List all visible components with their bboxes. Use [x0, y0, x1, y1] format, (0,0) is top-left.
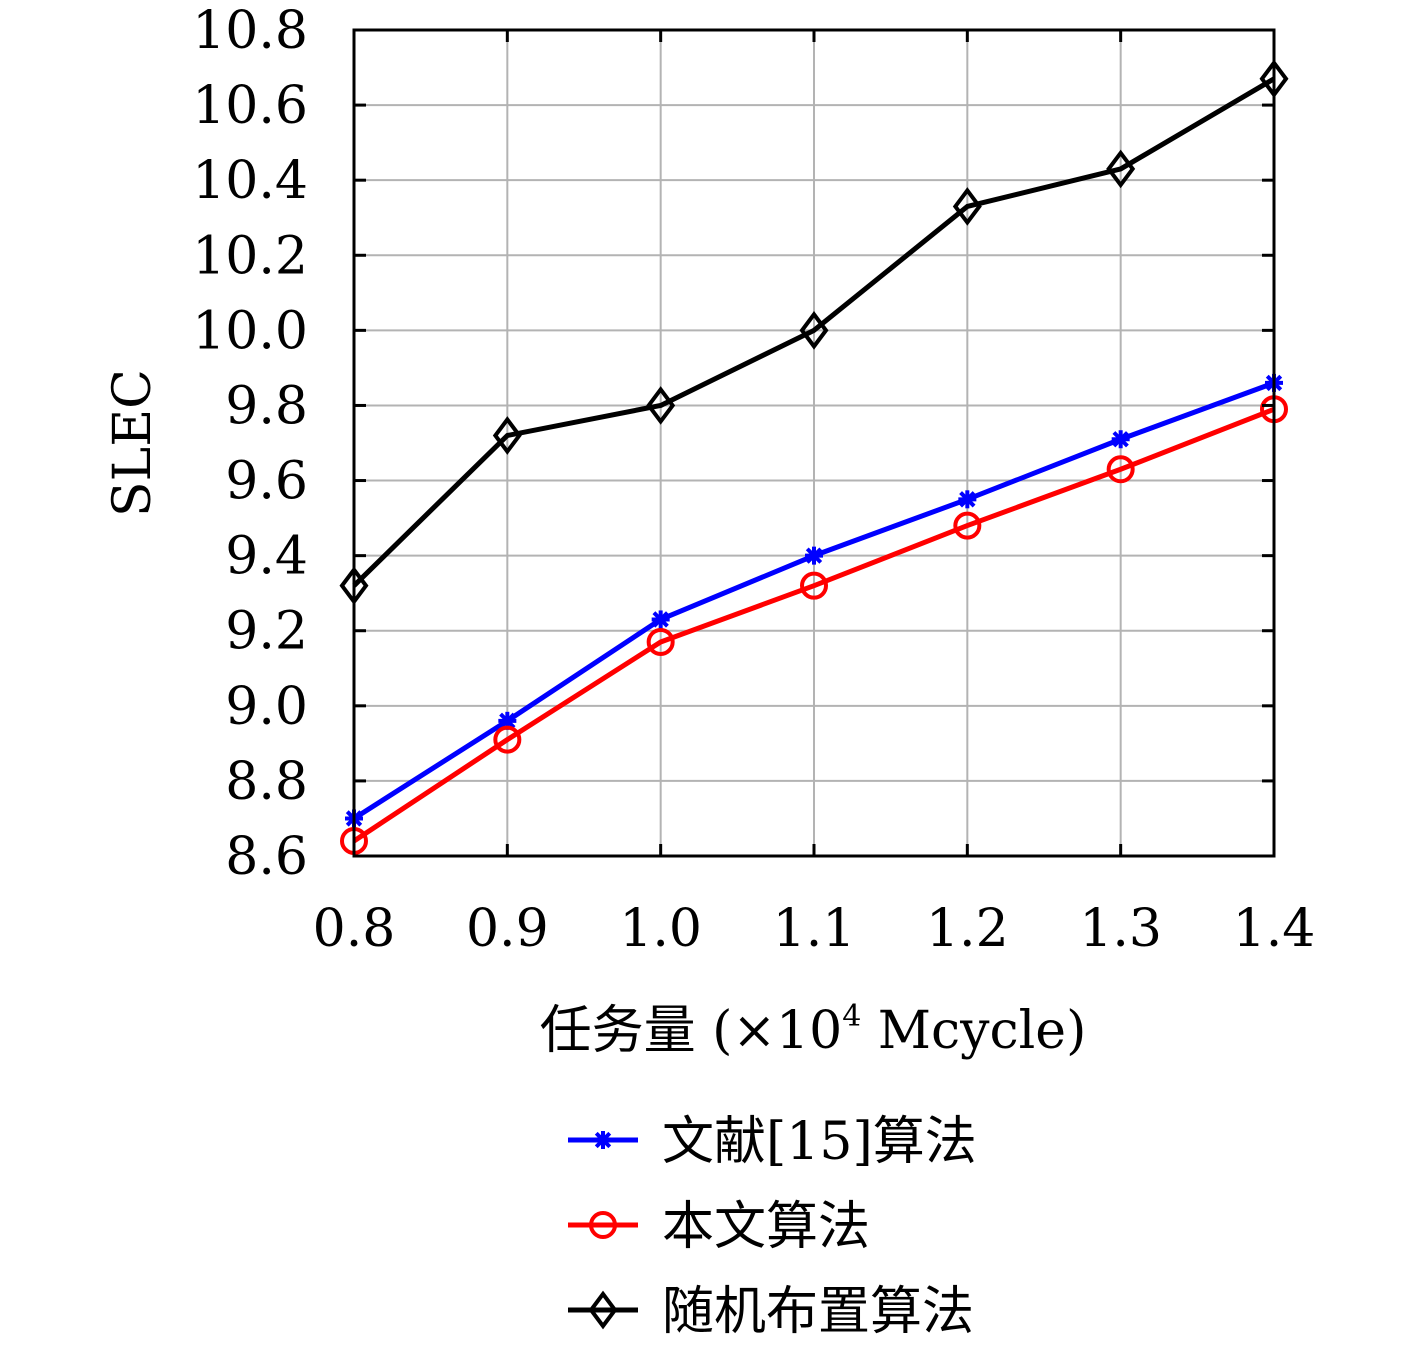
- legend-marker: [589, 1211, 617, 1239]
- y-tick-label: 9.8: [225, 376, 308, 436]
- x-tick-label: 1.1: [773, 899, 856, 959]
- legend-label: 本文算法: [662, 1197, 870, 1257]
- data-point: [953, 511, 982, 540]
- x-tick-label: 0.9: [466, 899, 549, 959]
- series-layer: [339, 59, 1289, 855]
- x-tick-label: 1.0: [619, 899, 702, 959]
- y-tick-label: 8.6: [225, 827, 308, 887]
- data-point: [800, 571, 828, 600]
- y-tick-label: 9.2: [225, 602, 308, 662]
- legend-label: 随机布置算法: [662, 1282, 974, 1342]
- data-point: [958, 490, 977, 509]
- legend-item: 随机布置算法: [568, 1282, 974, 1342]
- series-circle: [340, 395, 1288, 855]
- data-point: [1106, 455, 1135, 484]
- y-tick-label: 10.0: [192, 301, 308, 361]
- data-point: [1106, 149, 1136, 189]
- y-axis-label: SLEC: [103, 369, 163, 517]
- x-tick-label: 0.8: [313, 899, 396, 959]
- legend-item: 文献[15]算法: [568, 1112, 977, 1172]
- y-tick-label: 9.4: [225, 527, 308, 587]
- y-tick-label: 10.8: [192, 1, 308, 61]
- y-tick-label: 10.6: [192, 76, 308, 136]
- data-point: [651, 610, 670, 629]
- series-line: [352, 406, 1275, 844]
- data-point: [1111, 430, 1130, 449]
- axis-ticks: [352, 28, 1276, 858]
- legend-item: 本文算法: [568, 1197, 870, 1257]
- data-point: [498, 711, 517, 730]
- data-point: [493, 725, 522, 754]
- x-tick-label: 1.4: [1233, 899, 1316, 959]
- legend-marker: [594, 1131, 612, 1149]
- legend-label: 文献[15]算法: [662, 1112, 977, 1172]
- x-axis-label-unit: Mcycle): [861, 1001, 1086, 1061]
- data-point: [492, 416, 522, 455]
- x-tick-labels: 0.8 0.9 1.0 1.1 1.2 1.3 1.4: [313, 899, 1316, 959]
- x-axis-label-exponent: 4: [842, 999, 861, 1034]
- x-axis-label: 任务量 (×104 Mcycle): [540, 999, 1087, 1061]
- y-tick-label: 9.0: [225, 677, 308, 737]
- y-tick-labels: 8.6 8.8 9.0 9.2 9.4 9.6 9.8 10.0 10.2 10.4 10.6 10.…: [192, 1, 308, 887]
- data-point: [646, 627, 675, 656]
- data-point: [952, 187, 982, 226]
- y-tick-label: 10.4: [192, 151, 308, 211]
- series-asterisk: [345, 373, 1283, 828]
- data-point: [805, 546, 823, 565]
- data-point: [799, 311, 829, 350]
- x-tick-label: 1.2: [926, 899, 1009, 959]
- x-tick-label: 1.3: [1079, 899, 1162, 959]
- data-point: [646, 386, 676, 425]
- y-tick-label: 10.2: [192, 226, 308, 286]
- y-tick-label: 8.8: [225, 752, 308, 812]
- y-tick-label: 9.6: [225, 452, 308, 512]
- series-line: [352, 76, 1276, 588]
- legend-marker: [588, 1290, 618, 1330]
